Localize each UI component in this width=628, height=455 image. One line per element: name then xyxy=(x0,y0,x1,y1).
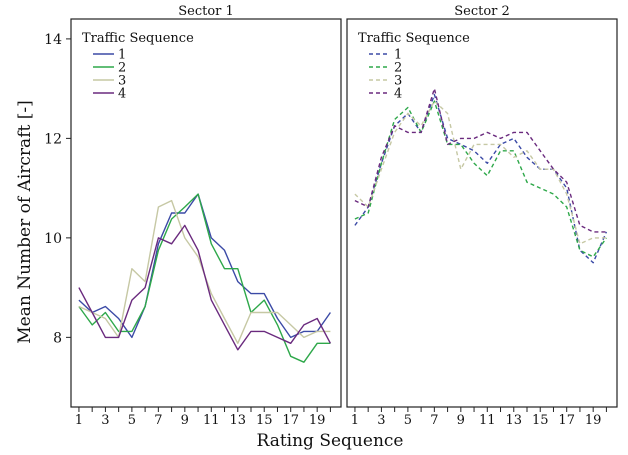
panel-title: Sector 2 xyxy=(454,4,510,19)
legend-label-3: 3 xyxy=(118,74,126,89)
series-line-3 xyxy=(354,100,607,245)
y-tick-label: 10 xyxy=(44,231,62,247)
series-line-3 xyxy=(78,199,331,344)
legend-label-1: 1 xyxy=(118,48,126,63)
legend-label-4: 4 xyxy=(118,87,126,102)
series-line-2 xyxy=(354,100,607,258)
y-tick-label: 14 xyxy=(44,32,62,48)
series-line-4 xyxy=(354,87,607,233)
x-tick-label: 3 xyxy=(101,413,109,428)
panel-frame xyxy=(70,18,342,408)
x-tick-label: 15 xyxy=(532,413,549,428)
x-tick-label: 11 xyxy=(203,413,220,428)
x-tick-label: 15 xyxy=(256,413,273,428)
x-tick-label: 7 xyxy=(430,413,438,428)
x-tick-label: 17 xyxy=(282,413,299,428)
legend-label-2: 2 xyxy=(394,61,402,76)
x-tick-label: 19 xyxy=(309,413,326,428)
x-tick-label: 5 xyxy=(128,413,136,428)
x-tick-label: 13 xyxy=(505,413,522,428)
legend-label-2: 2 xyxy=(118,61,126,76)
panel-title: Sector 1 xyxy=(178,4,234,19)
legend-label-4: 4 xyxy=(394,87,402,102)
legend-title: Traffic Sequence xyxy=(82,31,194,46)
legend-label-3: 3 xyxy=(394,74,402,89)
x-tick-label: 11 xyxy=(479,413,496,428)
x-tick-label: 9 xyxy=(457,413,465,428)
series-line-1 xyxy=(78,193,331,339)
y-axis-label: Mean Number of Aircraft [-] xyxy=(15,100,35,343)
series-line-4 xyxy=(78,224,332,351)
x-tick-label: 19 xyxy=(585,413,602,428)
x-tick-label: 5 xyxy=(404,413,412,428)
x-tick-label: 7 xyxy=(154,413,162,428)
series-line-1 xyxy=(354,93,608,264)
panel-frame xyxy=(346,18,618,408)
x-tick-label: 3 xyxy=(377,413,385,428)
y-tick-label: 12 xyxy=(44,131,62,147)
x-tick-label: 13 xyxy=(229,413,246,428)
x-tick-label: 1 xyxy=(351,413,359,428)
x-tick-label: 17 xyxy=(558,413,575,428)
x-tick-label: 1 xyxy=(75,413,83,428)
y-tick-label: 8 xyxy=(53,330,62,346)
legend-label-1: 1 xyxy=(394,48,402,63)
legend-title: Traffic Sequence xyxy=(358,31,470,46)
x-tick-label: 9 xyxy=(181,413,189,428)
x-axis-label: Rating Sequence xyxy=(257,431,404,451)
